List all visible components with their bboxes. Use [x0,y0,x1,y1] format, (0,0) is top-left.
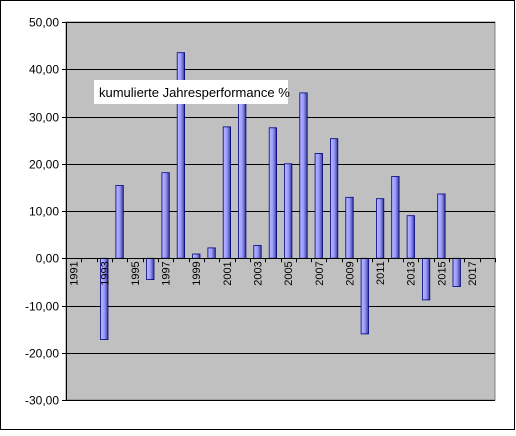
bar-2006 [299,92,308,259]
y-tick-label: -10,00 [25,300,59,314]
bar-2011 [375,198,385,259]
bar-2009 [345,196,354,259]
bar-2014 [421,257,431,301]
bars [100,52,461,340]
x-tick-label: 2017 [467,261,479,285]
x-tick-label: 1993 [99,261,111,285]
x-axis-ticks: 1991 1993 1995 1997 1999 2001 2003 2005 2007 2009… [66,258,496,286]
x-tick-label: 2001 [222,261,234,285]
bar-2015 [437,193,446,259]
y-tick-label: 10,00 [29,205,59,219]
bar-2007 [314,152,323,259]
bar-1999 [192,253,201,259]
x-tick-label: 1991 [69,261,81,285]
x-tick-label: 2011 [375,261,387,285]
x-tick-label: 2015 [436,261,448,285]
x-tick-label: 2007 [314,261,326,285]
bar-1994 [115,185,124,259]
x-tick-label: 2003 [253,261,265,285]
bar-2008 [329,138,339,259]
y-tick-label: -20,00 [25,347,59,361]
y-tick-label: 40,00 [29,63,59,77]
bar-1996 [146,257,155,280]
y-axis-ticks: -30,00 -20,00 -10,00 0,00 10,00 20,00 30,00 40,… [25,16,67,408]
x-tick-label: 1999 [191,261,203,285]
y-tick-label: 30,00 [29,111,59,125]
bar-2005 [284,163,293,259]
bar-2013 [406,215,415,259]
bar-2002 [238,99,247,259]
bar-2004 [268,127,278,259]
chart-title: kumulierte Jahresperformance % [99,85,290,100]
bar-2012 [391,176,400,259]
bar-2010 [360,257,369,335]
bar-2001 [222,126,231,259]
bar-2016 [452,257,461,287]
y-tick-label: 0,00 [36,252,60,266]
bar-2000 [207,247,216,259]
x-tick-label: 1997 [161,261,173,285]
x-tick-label: 2009 [344,261,356,285]
x-tick-label: 2013 [406,261,418,285]
bar-2003 [253,245,262,259]
y-tick-label: 50,00 [29,16,59,30]
x-tick-label: 1995 [130,261,142,285]
x-tick-label: 2005 [283,261,295,285]
chart-title-box: kumulierte Jahresperformance % [94,80,290,104]
bar-1997 [161,172,170,259]
y-tick-label: -30,00 [25,394,59,408]
y-tick-label: 20,00 [29,158,59,172]
